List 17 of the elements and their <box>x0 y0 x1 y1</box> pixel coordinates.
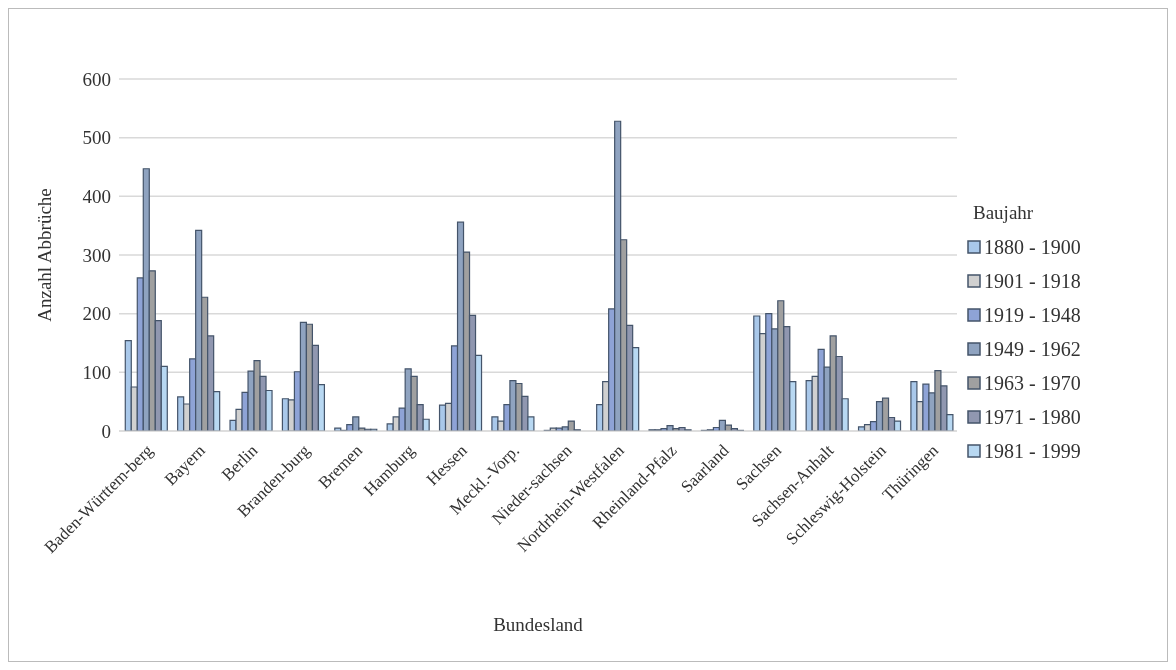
y-axis-title: Anzahl Abbrüche <box>33 188 55 322</box>
x-axis-title: Bundesland <box>493 614 584 635</box>
y-tick-label: 200 <box>82 303 111 325</box>
y-tick-label: 0 <box>101 420 111 442</box>
y-tick-label: 300 <box>82 244 111 266</box>
legend-label: 1901 - 1918 <box>984 269 1081 293</box>
legend-title: Baujahr <box>973 202 1035 224</box>
y-tick-label: 600 <box>82 68 111 90</box>
y-tick-label: 100 <box>82 362 111 384</box>
y-tick-label: 400 <box>82 186 111 208</box>
y-tick-label: 500 <box>82 127 111 149</box>
legend-label: 1971 - 1980 <box>984 405 1081 429</box>
legend-label: 1949 - 1962 <box>984 337 1081 361</box>
legend-label: 1963 - 1970 <box>984 371 1081 395</box>
legend-label: 1919 - 1948 <box>984 303 1081 327</box>
legend-label: 1981 - 1999 <box>984 439 1081 463</box>
legend-label: 1880 - 1900 <box>984 235 1081 259</box>
